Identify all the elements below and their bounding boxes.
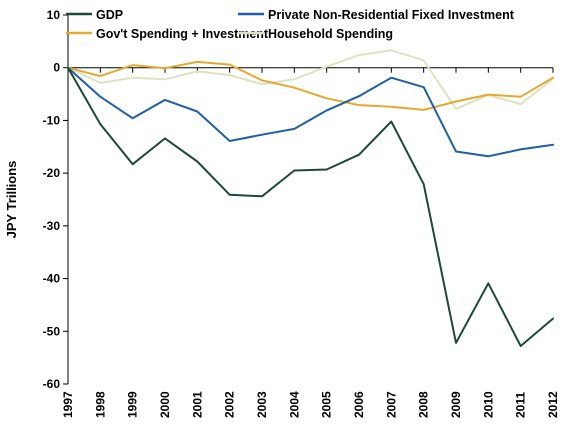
x-tick-label: 1998 — [93, 391, 107, 418]
x-tick-label: 2012 — [546, 391, 560, 418]
series-line-household-spending — [67, 49, 554, 110]
x-tick-label: 2010 — [481, 391, 495, 418]
x-tick-label: 2005 — [320, 391, 334, 418]
x-tick-label: 2001 — [190, 391, 204, 418]
y-axis-title: JPY Trillions — [4, 161, 19, 239]
x-tick-label: 2011 — [514, 392, 528, 418]
x-tick-label: 2002 — [223, 391, 237, 418]
y-tick-label: 0 — [53, 61, 60, 75]
y-tick-label: 10 — [47, 8, 61, 22]
axes — [67, 15, 553, 384]
legend-label-household-spending: Household Spending — [268, 27, 393, 41]
x-tick-label: 2003 — [255, 391, 269, 418]
y-tick-label: -40 — [43, 272, 61, 286]
x-tick-label: 1999 — [126, 391, 140, 418]
x-tick-label: 2008 — [417, 391, 431, 418]
series-line-private-non-residential-fixed-investment — [67, 66, 554, 158]
legend: GDP Private Non-Residential Fixed Investm… — [66, 8, 515, 41]
y-tick-label: -10 — [43, 113, 61, 127]
y-ticks: 10 0 -10 -20 -30 -40 -50 -60 — [43, 8, 68, 391]
x-tick-label: 2007 — [384, 391, 398, 418]
y-tick-label: -60 — [43, 377, 61, 391]
legend-label-gdp: GDP — [96, 8, 123, 22]
y-tick-label: -20 — [43, 166, 61, 180]
legend-label-gov-t-spending-investment: Gov't Spending + Investment — [96, 27, 269, 41]
x-tick-label: 2006 — [352, 391, 366, 418]
series-line-gov-t-spending-investment — [67, 60, 554, 111]
legend-label-private-non-residential-fixed-investment: Private Non-Residential Fixed Investment — [268, 8, 515, 22]
x-tick-label: 2004 — [287, 391, 301, 418]
x-tick-label: 2000 — [158, 391, 172, 418]
series-line-gdp — [67, 66, 554, 347]
series-layer — [67, 49, 554, 347]
x-ticks: 1997 1998 1999 2000 2001 2002 2003 2004 2005 2006… — [61, 67, 560, 418]
x-tick-label: 2009 — [449, 391, 463, 418]
x-tick-label: 1997 — [61, 391, 75, 418]
y-tick-label: -50 — [43, 324, 61, 338]
y-tick-label: -30 — [43, 219, 61, 233]
